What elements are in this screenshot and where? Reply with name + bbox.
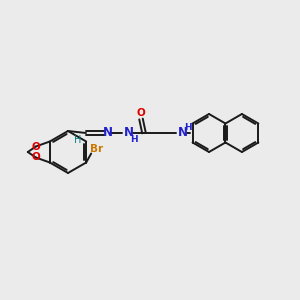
Text: N: N [103,127,113,140]
Text: H: H [130,134,138,143]
Text: Br: Br [90,145,103,154]
Text: N: N [124,127,134,140]
Text: N: N [178,127,188,140]
Text: O: O [136,108,146,118]
Text: H: H [74,135,82,145]
Text: H: H [184,122,192,131]
Text: O: O [32,152,40,163]
Text: O: O [32,142,40,152]
